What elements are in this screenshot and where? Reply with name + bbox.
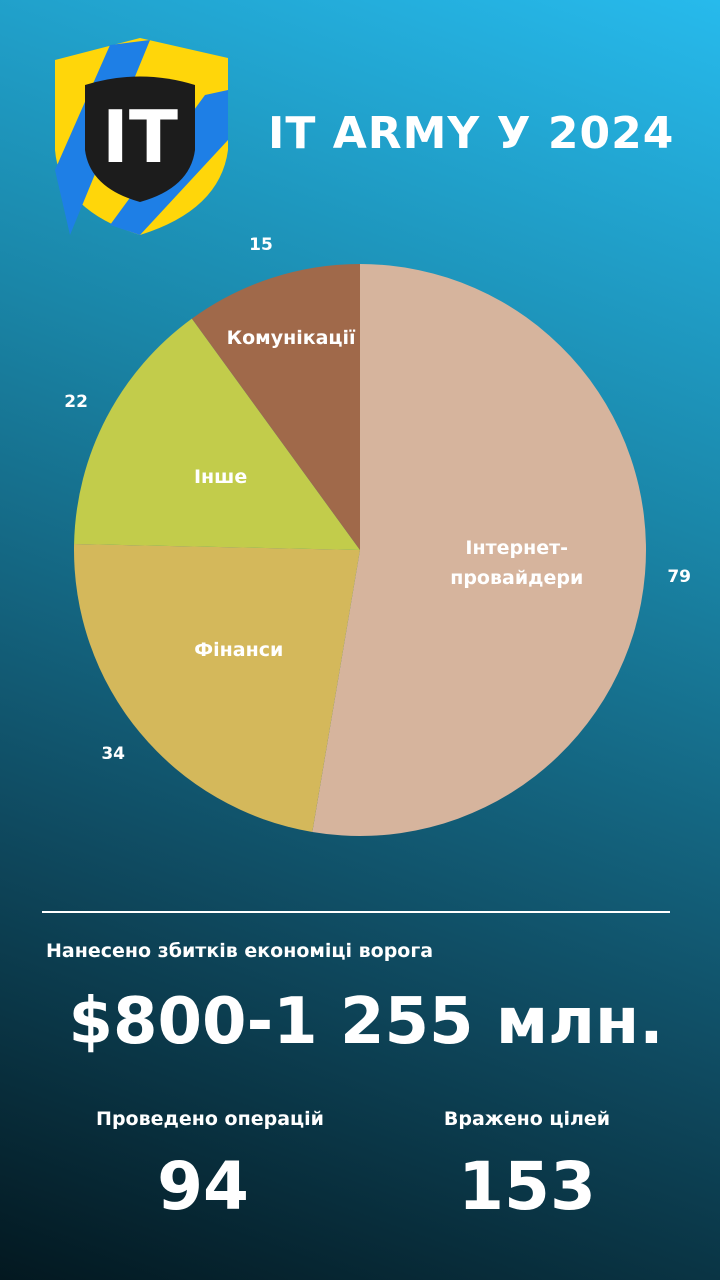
operations-value: 94 [157,1148,249,1225]
pie-slice [191,264,360,550]
damage-value: $800-1 255 млн. [68,985,664,1059]
pie-slice [73,544,360,832]
logo-text: IT [102,95,178,179]
pie [73,264,646,836]
title: IT ARMY У 2024 [268,108,675,159]
pie-slice [74,318,361,550]
value-label: 34 [101,744,126,765]
value-label: 15 [249,235,273,256]
slice-label: Комунікації [226,326,356,349]
pie-slice [312,264,646,836]
damage-label: Нанесено збитків економіці ворога [46,940,434,962]
logo: IT [55,38,228,235]
value-label: 22 [64,391,88,412]
slice-label: Інтернет-провайдери [450,537,584,590]
targets-label: Вражено цілей [443,1108,611,1130]
value-label: 79 [667,566,692,587]
operations-label: Проведено операцій [96,1108,324,1130]
targets-value: 153 [458,1148,596,1225]
slice-label: Фінанси [194,639,284,662]
slice-label: Інше [193,466,248,489]
